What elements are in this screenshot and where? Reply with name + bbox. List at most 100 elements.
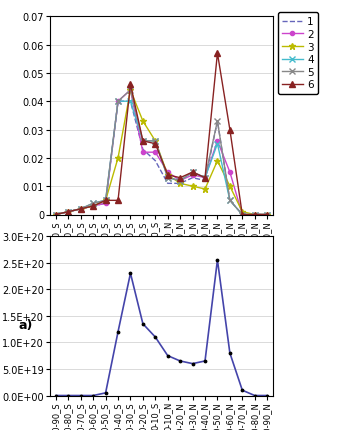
3 xyxy=(178,181,182,187)
6 xyxy=(228,128,232,133)
5 xyxy=(265,212,269,218)
5 xyxy=(129,88,133,93)
6 xyxy=(141,139,145,144)
1 xyxy=(165,181,170,187)
5 xyxy=(79,207,83,212)
3 xyxy=(79,207,83,212)
3 xyxy=(153,139,158,144)
Line: 5: 5 xyxy=(53,88,270,218)
2 xyxy=(191,173,195,178)
2 xyxy=(265,212,269,218)
6 xyxy=(104,198,108,203)
3 xyxy=(104,198,108,203)
6 xyxy=(253,212,257,218)
6 xyxy=(153,142,158,147)
4 xyxy=(141,139,145,144)
6 xyxy=(129,83,133,88)
3 xyxy=(66,209,71,215)
5 xyxy=(203,176,207,181)
2 xyxy=(141,150,145,155)
Line: 2: 2 xyxy=(54,89,269,217)
5 xyxy=(165,176,170,181)
4 xyxy=(91,201,95,206)
1 xyxy=(203,178,207,184)
2 xyxy=(215,139,219,144)
2 xyxy=(104,201,108,206)
5 xyxy=(153,139,158,144)
6 xyxy=(54,212,58,218)
4 xyxy=(153,139,158,144)
1 xyxy=(253,212,257,218)
5 xyxy=(104,198,108,203)
2 xyxy=(165,170,170,175)
4 xyxy=(66,209,71,215)
1 xyxy=(129,99,133,104)
Legend: 1, 2, 3, 4, 5, 6: 1, 2, 3, 4, 5, 6 xyxy=(278,13,318,95)
3 xyxy=(215,159,219,164)
4 xyxy=(165,176,170,181)
3 xyxy=(191,184,195,189)
6 xyxy=(203,176,207,181)
4 xyxy=(178,178,182,184)
1 xyxy=(66,209,71,215)
6 xyxy=(79,207,83,212)
3 xyxy=(129,88,133,93)
1 xyxy=(116,99,120,104)
2 xyxy=(91,204,95,209)
5 xyxy=(91,201,95,206)
3 xyxy=(240,209,244,215)
6 xyxy=(191,170,195,175)
5 xyxy=(228,198,232,203)
2 xyxy=(116,99,120,104)
5 xyxy=(66,209,71,215)
3 xyxy=(91,204,95,209)
2 xyxy=(240,212,244,218)
1 xyxy=(104,201,108,206)
1 xyxy=(153,159,158,164)
Line: 6: 6 xyxy=(53,51,270,218)
1 xyxy=(228,198,232,203)
5 xyxy=(191,170,195,175)
Line: 1: 1 xyxy=(56,102,267,215)
3 xyxy=(228,184,232,189)
4 xyxy=(253,212,257,218)
5 xyxy=(240,212,244,218)
6 xyxy=(265,212,269,218)
5 xyxy=(141,139,145,144)
2 xyxy=(203,176,207,181)
1 xyxy=(91,204,95,209)
5 xyxy=(54,212,58,218)
1 xyxy=(265,212,269,218)
1 xyxy=(141,147,145,153)
1 xyxy=(191,176,195,181)
6 xyxy=(240,212,244,218)
2 xyxy=(54,212,58,218)
3 xyxy=(116,156,120,161)
6 xyxy=(91,204,95,209)
4 xyxy=(203,176,207,181)
2 xyxy=(79,207,83,212)
Line: 3: 3 xyxy=(53,87,271,218)
4 xyxy=(215,142,219,147)
2 xyxy=(153,150,158,155)
1 xyxy=(54,212,58,218)
2 xyxy=(253,212,257,218)
1 xyxy=(178,181,182,187)
Text: a): a) xyxy=(18,318,33,331)
4 xyxy=(191,170,195,175)
2 xyxy=(228,170,232,175)
4 xyxy=(240,212,244,218)
4 xyxy=(129,99,133,104)
6 xyxy=(178,176,182,181)
1 xyxy=(215,119,219,124)
5 xyxy=(178,178,182,184)
3 xyxy=(265,212,269,218)
1 xyxy=(240,212,244,218)
4 xyxy=(116,99,120,104)
2 xyxy=(66,209,71,215)
5 xyxy=(215,119,219,124)
Line: 4: 4 xyxy=(53,99,270,218)
4 xyxy=(265,212,269,218)
2 xyxy=(178,178,182,184)
3 xyxy=(253,212,257,218)
